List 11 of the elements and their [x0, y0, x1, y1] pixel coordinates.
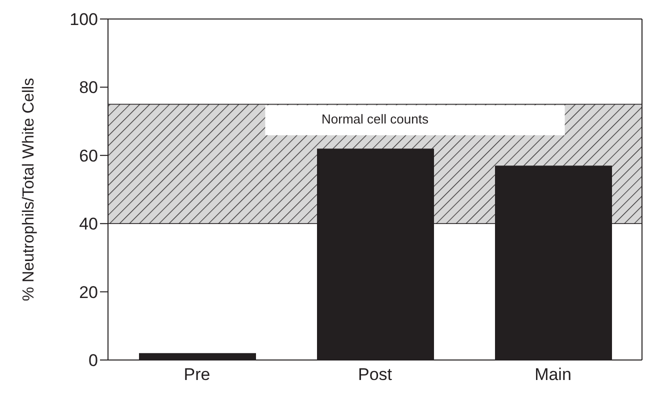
- y-tick-label: 20: [79, 282, 98, 302]
- x-tick-label: Post: [358, 365, 392, 384]
- y-tick-label: 100: [70, 10, 98, 30]
- x-tick-label: Pre: [184, 365, 210, 384]
- x-tick-label: Main: [534, 365, 572, 384]
- y-tick-label: 60: [79, 146, 98, 166]
- y-tick-label: 40: [79, 214, 98, 234]
- y-tick-label: 80: [79, 78, 98, 98]
- y-tick-label: 0: [88, 351, 98, 370]
- band-label: Normal cell counts: [322, 111, 429, 126]
- y-axis-title: % Neutrophils/Total White Cells: [20, 78, 38, 302]
